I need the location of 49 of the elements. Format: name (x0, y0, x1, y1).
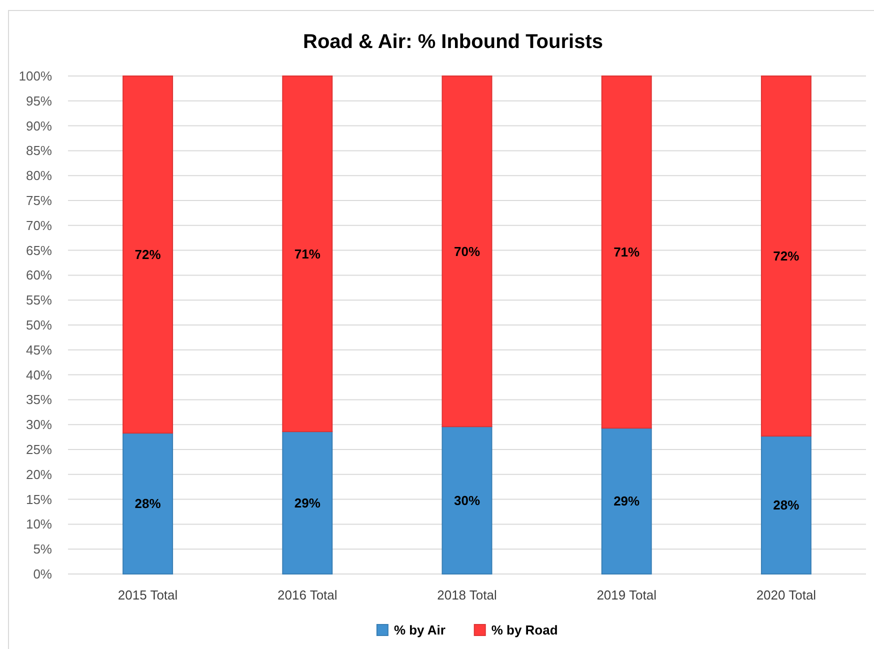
legend-label: % by Air (394, 622, 446, 638)
y-tick-label: 70% (26, 218, 52, 233)
y-tick-label: 55% (26, 292, 52, 308)
y-tick-label: 60% (26, 268, 52, 283)
data-label: 28% (773, 498, 800, 513)
y-tick-label: 25% (26, 442, 52, 457)
y-tick-label: 90% (26, 118, 52, 134)
x-tick-label: 2015 Total (118, 588, 178, 602)
y-tick-label: 30% (26, 417, 52, 432)
y-tick-label: 50% (26, 318, 52, 332)
y-tick-label: 5% (33, 542, 52, 557)
data-label: 72% (134, 247, 162, 262)
y-tick-label: 10% (26, 516, 52, 532)
x-tick-label: 2016 Total (278, 588, 338, 602)
y-tick-label: 0% (33, 566, 52, 582)
legend-label: % by Road (491, 622, 558, 638)
bar (760, 76, 812, 437)
data-label: 29% (294, 495, 321, 510)
y-tick-label: 45% (26, 342, 52, 358)
x-tick-label: 2018 Total (437, 588, 497, 602)
y-tick-label: 100% (18, 68, 52, 84)
data-label: 71% (614, 244, 640, 260)
y-tick-label: 75% (26, 193, 52, 208)
bar (122, 76, 174, 434)
y-tick-label: 85% (26, 143, 52, 158)
x-tick-label: 2019 Total (596, 588, 657, 602)
data-label: 30% (454, 492, 480, 508)
bar (282, 431, 333, 574)
data-label: 72% (773, 248, 800, 264)
data-label: 28% (134, 496, 162, 512)
y-tick-label: 95% (26, 93, 52, 108)
x-tick-label: 2020 Total (756, 588, 816, 602)
bar (760, 436, 812, 574)
y-tick-label: 65% (26, 242, 52, 258)
bar (442, 76, 492, 428)
data-label: 29% (614, 494, 640, 509)
y-tick-label: 15% (26, 492, 52, 507)
data-label: 71% (294, 246, 321, 262)
chart-title: Road & Air: % Inbound Tourists (303, 31, 603, 53)
y-tick-label: 20% (26, 466, 52, 482)
bar (442, 426, 492, 574)
y-tick-label: 35% (26, 392, 52, 408)
data-label: 70% (454, 244, 480, 259)
bar (601, 76, 652, 429)
bar (282, 76, 333, 432)
bar (601, 428, 652, 574)
y-tick-label: 80% (26, 168, 52, 184)
y-tick-label: 40% (26, 367, 52, 382)
bar (122, 432, 174, 574)
